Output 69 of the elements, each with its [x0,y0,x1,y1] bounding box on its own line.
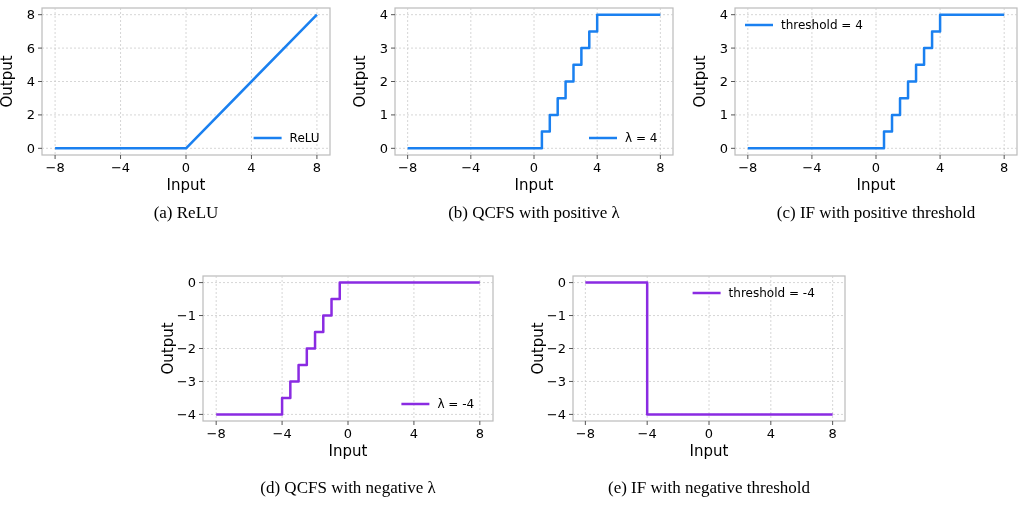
legend-label: λ = -4 [437,397,475,412]
x-tick-label: 4 [766,426,775,441]
legend-label: threshold = 4 [781,18,863,33]
y-axis-title: Output [351,55,369,108]
y-axis-title: Output [529,322,547,375]
x-tick-label: 0 [704,426,714,441]
y-tick-label: 4 [719,7,728,23]
legend-label: ReLU [289,131,320,146]
x-axis-title: Input [689,442,729,460]
y-tick-label: 4 [26,74,35,90]
x-tick-label: −8 [45,160,65,175]
x-tick-label: −4 [637,426,657,441]
x-tick-label: 4 [593,160,602,175]
y-axis-title: Output [159,322,177,375]
y-axis-title: Output [0,55,16,108]
y-tick-label: 2 [26,107,35,123]
x-tick-label: 8 [828,426,837,441]
text: (b) QCFS with positive λ [448,203,621,222]
x-tick-label: −8 [575,426,595,441]
text: (e) IF with negative threshold [607,478,811,497]
y-tick-label: −1 [546,308,566,324]
y-tick-label: 0 [719,140,728,156]
x-axis-title: Input [328,442,368,460]
y-tick-label: −4 [546,406,566,422]
x-tick-label: 0 [343,426,353,441]
x-tick-label: 8 [1000,160,1009,175]
text: (c) IF with positive threshold [776,203,976,222]
y-tick-label: −4 [176,406,196,422]
x-tick-label: 4 [247,160,256,175]
x-tick-label: 8 [312,160,322,175]
y-tick-label: 2 [719,74,728,90]
x-tick-label: 0 [529,160,539,175]
legend-label: threshold = -4 [728,286,815,301]
y-tick-label: −1 [176,308,196,324]
x-tick-label: 0 [871,160,881,175]
y-axis-title: Output [691,55,709,108]
y-tick-label: 3 [379,40,388,56]
y-tick-label: 3 [719,40,728,56]
text: (a) ReLU [153,203,219,222]
y-tick-label: 0 [187,275,196,291]
y-tick-label: 1 [379,107,388,123]
x-tick-label: 4 [409,426,419,441]
legend-label: λ = 4 [625,131,658,146]
y-tick-label: −2 [546,341,566,357]
y-tick-label: −3 [176,374,196,389]
x-tick-label: −8 [738,160,758,175]
y-tick-label: 0 [26,140,35,156]
x-tick-label: −8 [206,426,226,441]
x-tick-label: −4 [272,426,292,441]
x-tick-label: 8 [656,160,665,175]
y-tick-label: 1 [719,107,728,123]
x-axis-title: Input [166,176,206,194]
y-tick-label: −2 [176,341,196,357]
y-tick-label: 2 [379,74,388,90]
x-tick-label: 8 [475,426,484,441]
y-tick-label: 8 [26,7,35,23]
x-tick-label: −8 [398,160,418,175]
x-axis-title: Input [514,176,554,194]
x-tick-label: 4 [935,160,945,175]
y-tick-label: 0 [557,275,566,291]
y-tick-label: −3 [546,374,566,389]
x-tick-label: −4 [802,160,822,175]
text: (d) QCFS with negative λ [260,478,437,497]
x-tick-label: −4 [110,160,131,175]
x-tick-label: −4 [461,160,481,175]
y-tick-label: 4 [379,7,388,23]
y-tick-label: 0 [379,140,388,156]
y-tick-label: 6 [26,40,35,56]
x-axis-title: Input [856,176,896,194]
